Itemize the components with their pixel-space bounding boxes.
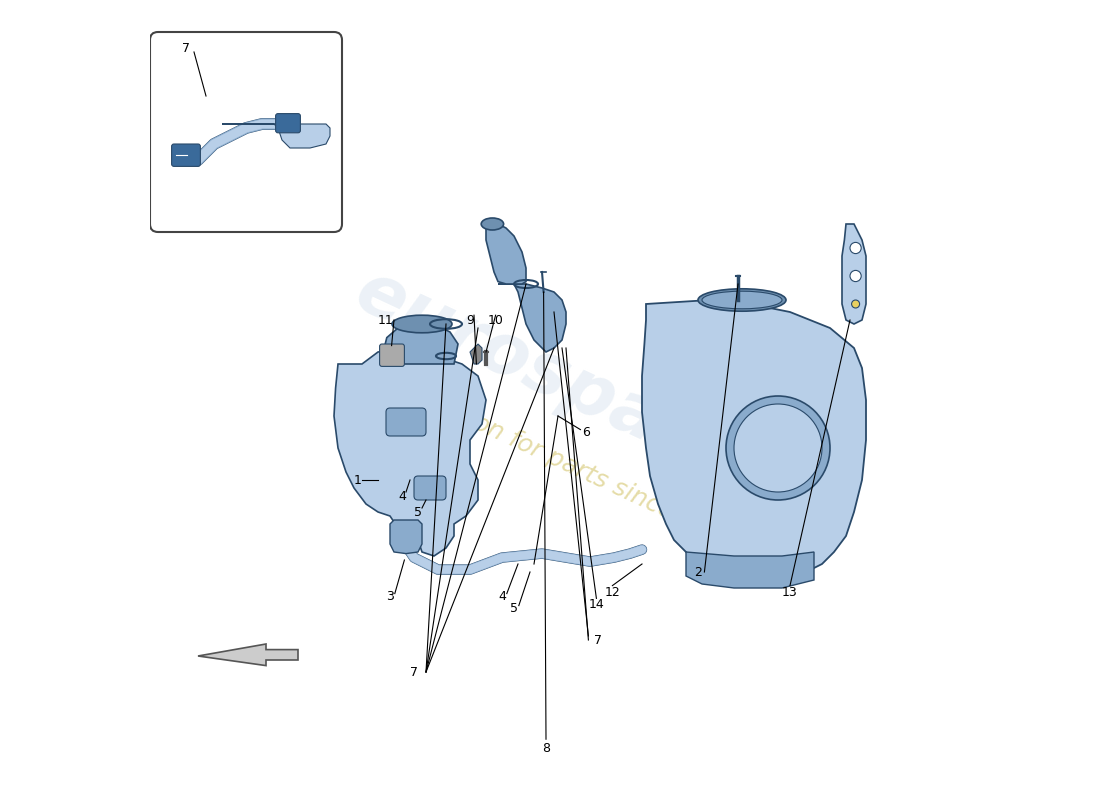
Text: a passion for parts since 1985: a passion for parts since 1985 [389,374,742,554]
FancyBboxPatch shape [386,408,426,436]
Text: 7: 7 [182,42,190,54]
Text: 3: 3 [386,590,394,602]
Polygon shape [334,348,486,556]
Circle shape [850,270,861,282]
Text: 4: 4 [498,590,506,602]
Polygon shape [642,300,866,580]
Polygon shape [198,644,298,666]
Ellipse shape [392,315,452,333]
Polygon shape [842,224,866,324]
Circle shape [734,404,822,492]
Text: 14: 14 [588,598,604,610]
Polygon shape [498,284,566,352]
Text: 5: 5 [414,506,422,518]
Text: 5: 5 [510,602,518,614]
Text: 4: 4 [398,490,406,502]
Text: 10: 10 [487,314,504,326]
FancyBboxPatch shape [414,476,446,500]
Polygon shape [470,344,482,364]
Text: 11: 11 [378,314,394,326]
Text: 9: 9 [466,314,474,326]
Text: 1: 1 [354,474,362,486]
Circle shape [850,242,861,254]
Text: 7: 7 [410,666,418,678]
Ellipse shape [698,289,786,311]
Text: 8: 8 [542,742,550,754]
Ellipse shape [481,218,504,230]
FancyBboxPatch shape [379,344,405,366]
FancyBboxPatch shape [150,32,342,232]
Ellipse shape [702,291,782,309]
Text: eurospares: eurospares [344,256,788,512]
Text: 2: 2 [694,566,702,578]
Circle shape [726,396,830,500]
Polygon shape [686,552,814,588]
FancyBboxPatch shape [276,114,300,133]
Text: 7: 7 [594,634,602,646]
Polygon shape [384,324,458,364]
FancyBboxPatch shape [172,144,200,166]
Text: 13: 13 [782,586,797,598]
Polygon shape [390,520,422,554]
Polygon shape [486,224,526,284]
Text: 12: 12 [605,586,620,598]
Text: 6: 6 [582,426,590,438]
Circle shape [851,300,859,308]
Polygon shape [222,124,330,148]
